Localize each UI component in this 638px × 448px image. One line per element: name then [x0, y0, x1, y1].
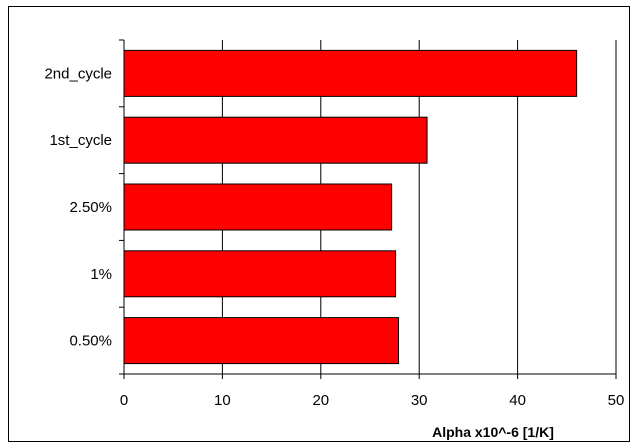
- bar: [123, 116, 428, 164]
- x-tick-label: 0: [120, 392, 128, 409]
- x-tick-label: 50: [608, 392, 625, 409]
- bars: [123, 49, 578, 365]
- x-tick-label: 40: [509, 392, 526, 409]
- bar: [123, 49, 578, 97]
- category-label: 2nd_cycle: [44, 65, 112, 82]
- axes: [119, 39, 617, 379]
- category-label: 1%: [90, 266, 112, 283]
- bar: [123, 183, 393, 231]
- category-labels: 2nd_cycle 1st_cycle 2.50% 1% 0.50%: [44, 65, 112, 349]
- x-tick-labels: 0 10 20 30 40 50: [120, 392, 625, 409]
- category-label: 0.50%: [69, 333, 112, 350]
- category-label: 2.50%: [69, 199, 112, 216]
- bar: [123, 250, 397, 298]
- x-tick-label: 30: [411, 392, 428, 409]
- x-tick-label: 10: [214, 392, 231, 409]
- bar: [123, 317, 400, 365]
- x-axis-title: Alpha x10^-6 [1/K]: [432, 424, 554, 440]
- x-tick-label: 20: [312, 392, 329, 409]
- category-label: 1st_cycle: [49, 132, 112, 149]
